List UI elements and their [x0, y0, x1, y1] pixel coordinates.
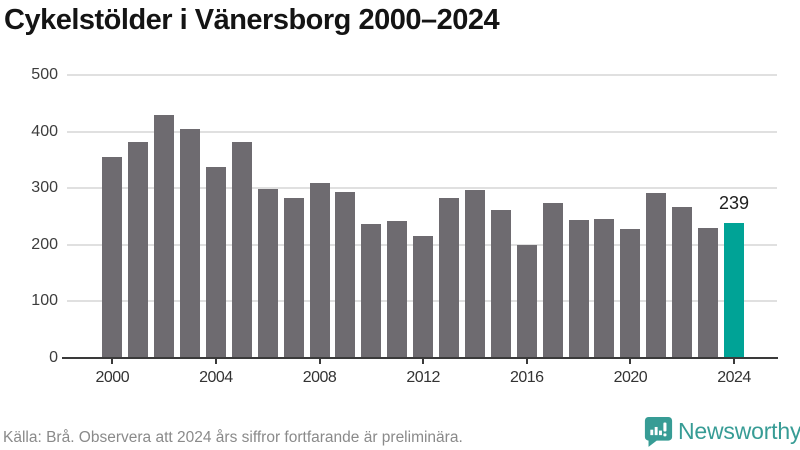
bar-2009	[335, 191, 356, 358]
bar-2023	[698, 228, 719, 358]
x-tick-2024	[733, 358, 735, 364]
bar-2019	[594, 218, 615, 358]
y-axis-label-500: 500	[31, 66, 58, 83]
bar-2024	[724, 222, 744, 358]
x-tick-2016	[525, 358, 528, 364]
x-axis-label-2012: 2012	[406, 369, 440, 386]
bar-2022	[672, 206, 693, 358]
x-axis-label-2016: 2016	[509, 369, 544, 386]
x-tick-2012	[422, 358, 425, 364]
y-axis-label-400: 400	[31, 122, 58, 140]
newsworthy-logo-icon	[644, 417, 673, 447]
bar-2001	[128, 142, 149, 358]
bar-2015	[490, 209, 511, 358]
newsworthy-logo-text: Newsworthy	[678, 418, 800, 444]
bar-2013	[439, 198, 460, 358]
bar-2011	[387, 221, 408, 358]
bar-2010	[361, 223, 382, 358]
x-tick-2004	[214, 358, 217, 364]
x-axis-label-2008: 2008	[302, 369, 337, 386]
logo-bar-1	[650, 429, 654, 436]
bar-2014	[464, 190, 485, 358]
logo-exclamation-bar	[663, 422, 667, 432]
x-axis-line	[62, 357, 778, 359]
bar-2006	[257, 189, 278, 358]
gridline-300	[67, 187, 777, 190]
logo-bar-2	[654, 426, 658, 436]
logo-bar-3	[659, 430, 662, 436]
bar-2002	[154, 115, 175, 358]
bar-2000	[102, 156, 123, 358]
x-tick-2008	[318, 358, 321, 364]
gridline-500	[67, 74, 777, 76]
bar-2021	[646, 193, 667, 358]
bar-2005	[231, 142, 252, 358]
x-axis-label-2000: 2000	[95, 369, 130, 386]
bar-2004	[205, 167, 226, 358]
newsworthy-logo: Newsworthy	[644, 415, 800, 447]
y-axis-label-200: 200	[31, 235, 58, 253]
x-tick-2000	[111, 358, 114, 364]
bar-2018	[568, 220, 589, 358]
bar-2017	[542, 203, 563, 358]
value-label-2024: 239	[718, 192, 750, 213]
x-axis-label-2024: 2024	[717, 369, 751, 386]
source-note: Källa: Brå. Observera att 2024 års siffr…	[3, 429, 463, 446]
bar-2008	[309, 183, 330, 358]
bar-2003	[180, 128, 200, 358]
y-axis-label-0: 0	[49, 349, 58, 366]
chart-title: Cykelstölder i Vänersborg 2000–2024	[4, 4, 500, 36]
y-axis-label-100: 100	[31, 292, 58, 310]
x-tick-2020	[629, 358, 632, 364]
gridline-400	[67, 130, 777, 133]
x-axis-label-2020: 2020	[613, 369, 648, 386]
y-axis-label-300: 300	[31, 179, 58, 197]
x-axis-label-2004: 2004	[199, 369, 233, 386]
bar-2016	[516, 245, 537, 358]
logo-exclamation-dot	[663, 433, 667, 437]
bar-2012	[413, 236, 434, 358]
bar-2007	[283, 198, 304, 358]
bar-2020	[620, 228, 641, 358]
